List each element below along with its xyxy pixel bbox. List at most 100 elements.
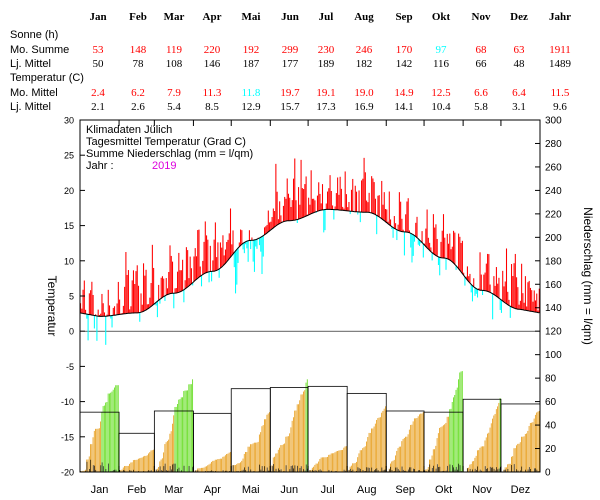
sun-value: 170 [395, 44, 413, 56]
precipitation-daily-bar [160, 470, 162, 472]
temperature-day-bar [100, 313, 102, 317]
temperature-day-bar [441, 230, 443, 258]
precipitation-daily-bar [445, 470, 447, 472]
precipitation-daily-bar [428, 469, 429, 472]
precipitation-cumulative-bar [195, 470, 197, 472]
temperature-day-bar [334, 206, 336, 210]
precipitation-cumulative-bar [280, 445, 282, 472]
precipitation-cumulative-bar [148, 453, 149, 472]
temperature-day-bar [478, 288, 480, 290]
temperature-day-bar [523, 302, 525, 311]
temperature-day-bar [272, 208, 274, 228]
sun-value: 119 [165, 44, 183, 56]
temperature-day-bar [126, 274, 128, 314]
left-axis-tick-label: -15 [61, 432, 74, 442]
temperature-day-bar [208, 271, 210, 283]
temperature-day-bar [90, 290, 92, 315]
precipitation-daily-bar [469, 468, 471, 472]
temperature-day-bar [202, 260, 204, 275]
precipitation-daily-bar [169, 466, 171, 472]
temperature-day-bar [188, 278, 190, 286]
precipitation-cumulative-bar [124, 466, 125, 472]
precipitation-daily-bar [467, 468, 468, 472]
temperature-day-bar [194, 248, 196, 281]
right-axis-tick-label: 240 [545, 186, 562, 197]
precipitation-cumulative-bar [435, 445, 437, 472]
precipitation-cumulative-bar [419, 414, 420, 472]
precipitation-cumulative-bar [135, 459, 137, 472]
precipitation-cumulative-bar [134, 459, 136, 472]
precipitation-daily-bar [527, 469, 529, 472]
precipitation-cumulative-bar [493, 415, 495, 472]
right-axis-tick-label: 200 [545, 233, 562, 244]
precipitation-cumulative-bar [516, 445, 517, 472]
precipitation-cumulative-bar [151, 450, 153, 472]
precipitation-cumulative-bar [87, 459, 89, 472]
precipitation-cumulative-bar [223, 456, 225, 472]
long-term-temperature-curve [80, 208, 540, 317]
precipitation-daily-bar [436, 464, 438, 472]
precipitation-cumulative-bar [440, 427, 442, 472]
month-label: Feb [127, 484, 146, 496]
temperature-day-bar [102, 303, 104, 317]
precipitation-cumulative-bar [256, 442, 258, 472]
precipitation-daily-bar [89, 468, 90, 472]
precipitation-daily-bar [261, 466, 263, 472]
precipitation-cumulative-bar [340, 450, 342, 472]
temperature-day-bar [384, 209, 387, 222]
precipitation-cumulative-bar [139, 458, 141, 472]
precipitation-daily-bar [517, 470, 519, 472]
precipitation-cumulative-bar [495, 409, 497, 472]
temperature-day-bar [240, 229, 242, 246]
temperature-day-bar [357, 211, 359, 215]
temperature-value: 17.3 [316, 101, 336, 113]
temperature-day-bar [232, 230, 234, 254]
temperature-day-bar [101, 293, 103, 317]
precipitation-cumulative-bar [396, 450, 398, 472]
temperature-day-bar [211, 271, 213, 282]
precipitation-daily-bar [455, 466, 457, 472]
temperature-day-bar [146, 304, 148, 310]
precipitation-cumulative-bar [437, 433, 439, 472]
temperature-day-bar [160, 277, 162, 299]
temperature-day-bar [223, 255, 225, 265]
precipitation-cumulative-bar [393, 459, 395, 472]
precipitation-cumulative-bar [228, 452, 230, 472]
temperature-day-bar [182, 259, 184, 291]
temperature-day-bar [144, 275, 146, 311]
precipitation-daily-bar [101, 462, 103, 472]
precipitation-daily-bar [124, 470, 126, 472]
precipitation-cumulative-bar [383, 408, 385, 472]
temperature-day-bar [287, 193, 290, 221]
precipitation-daily-bar [172, 464, 173, 472]
temperature-day-bar [538, 288, 540, 313]
sun-value: 66 [475, 58, 487, 70]
temperature-day-bar [402, 229, 404, 232]
precipitation-daily-bar [100, 465, 102, 472]
temperature-value: 19.1 [316, 87, 336, 99]
precipitation-daily-bar [173, 463, 175, 472]
temperature-day-bar [383, 192, 385, 221]
precipitation-cumulative-bar [250, 444, 251, 472]
precipitation-cumulative-bar [537, 411, 539, 472]
temperature-day-bar [241, 230, 243, 245]
temperature-day-bar [371, 176, 373, 214]
temperature-day-bar [534, 300, 537, 313]
sun-value: 108 [165, 58, 183, 70]
precipitation-cumulative-bar [378, 417, 380, 472]
precipitation-cumulative-bar [258, 434, 260, 472]
temperature-day-bar [401, 218, 403, 232]
precipitation-cumulative-bar [235, 465, 236, 472]
temperature-day-bar [512, 276, 514, 308]
precipitation-cumulative-bar [358, 453, 360, 472]
precipitation-daily-bar [375, 469, 376, 472]
precipitation-cumulative-bar [122, 467, 124, 472]
temperature-day-bar [226, 242, 228, 262]
temperature-day-bar [125, 252, 127, 314]
temperature-day-bar [264, 227, 266, 235]
precipitation-cumulative-bar [277, 449, 279, 472]
precipitation-daily-bar [171, 469, 172, 472]
precipitation-cumulative-bar [229, 452, 231, 472]
precipitation-daily-bar [447, 465, 448, 472]
precipitation-cumulative-bar [444, 424, 446, 472]
